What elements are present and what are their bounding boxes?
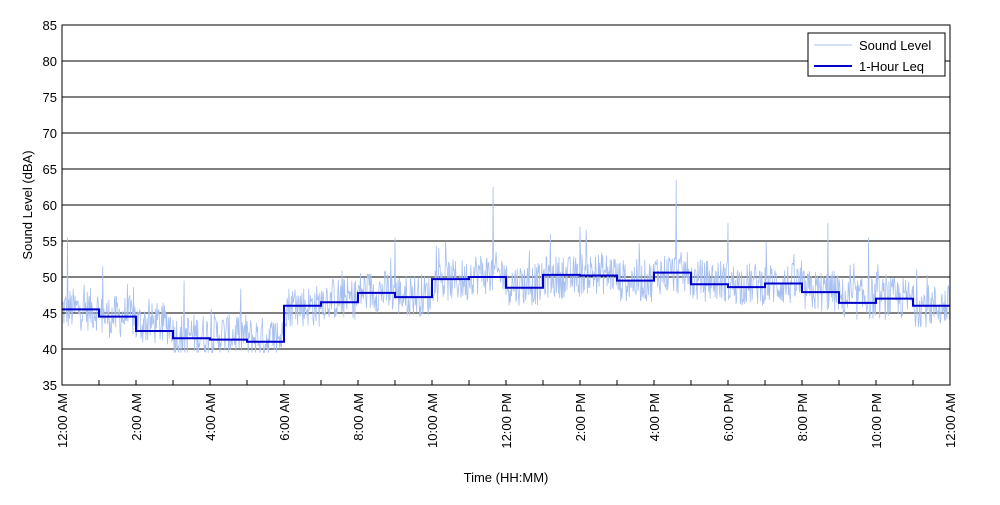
y-tick-label: 50 [43, 270, 57, 285]
legend-box [807, 32, 946, 77]
x-tick-label: 12:00 AM [943, 393, 958, 448]
y-axis-label: Sound Level (dBA) [20, 150, 35, 259]
x-axis-label: Time (HH:MM) [464, 470, 549, 485]
x-tick-label: 12:00 AM [55, 393, 70, 448]
x-tick-label: 4:00 PM [647, 393, 662, 441]
x-axis: 12:00 AM 2:00 AM 4:00 AM 6:00 AM 8:00 AM 10:0… [55, 380, 958, 449]
series-layer [61, 179, 951, 354]
x-tick-label: 6:00 AM [277, 393, 292, 441]
y-axis: 35 40 45 50 55 60 65 70 75 80 85 [43, 18, 66, 393]
legend: Sound Level 1-Hour Leq [807, 32, 946, 77]
y-tick-label: 55 [43, 234, 57, 249]
x-tick-label: 2:00 AM [129, 393, 144, 441]
x-tick-label: 4:00 AM [203, 393, 218, 441]
legend-label-sound-level: Sound Level [859, 38, 931, 53]
x-tick-label: 8:00 AM [351, 393, 366, 441]
legend-label-1-hour-leq: 1-Hour Leq [859, 59, 924, 74]
y-tick-label: 85 [43, 18, 57, 33]
y-tick-label: 45 [43, 306, 57, 321]
y-tick-label: 80 [43, 54, 57, 69]
series-1-hour-leq [62, 271, 950, 343]
y-tick-label: 65 [43, 162, 57, 177]
x-tick-label: 10:00 PM [869, 393, 884, 449]
x-tick-label: 10:00 AM [425, 393, 440, 448]
y-tick-label: 75 [43, 90, 57, 105]
x-tick-label: 6:00 PM [721, 393, 736, 441]
y-tick-label: 35 [43, 378, 57, 393]
x-tick-label: 12:00 PM [499, 393, 514, 449]
y-tick-label: 70 [43, 126, 57, 141]
y-tick-label: 40 [43, 342, 57, 357]
y-tick-label: 60 [43, 198, 57, 213]
x-tick-label: 2:00 PM [573, 393, 588, 441]
x-tick-label: 8:00 PM [795, 393, 810, 441]
